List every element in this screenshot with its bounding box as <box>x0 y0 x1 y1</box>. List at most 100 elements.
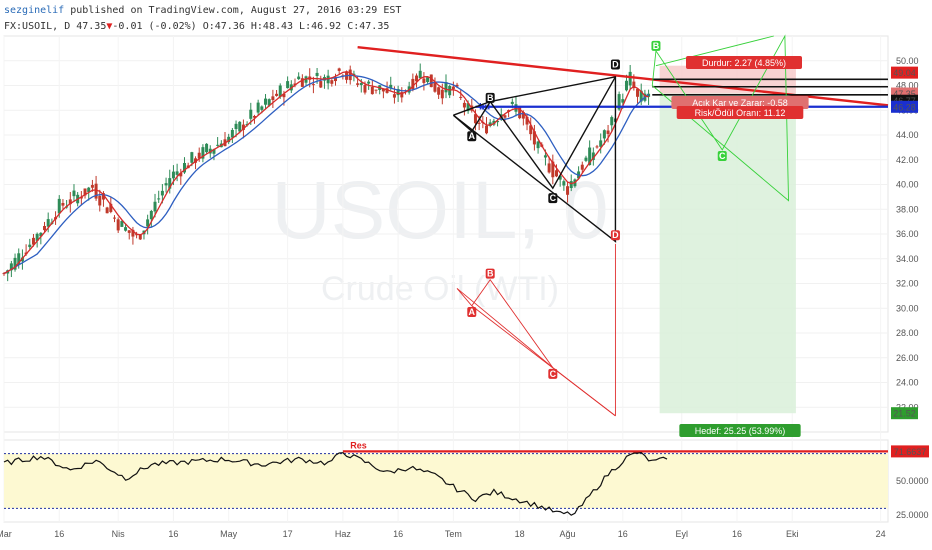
candle-body <box>241 124 245 130</box>
red-label-b-box <box>485 268 495 279</box>
rsi-line <box>3 451 668 516</box>
y-tick-label: 42.00 <box>896 155 919 165</box>
x-tick-label: Nis <box>112 529 125 539</box>
candle-body <box>127 230 131 233</box>
candle-body <box>440 89 444 99</box>
candle-body <box>227 136 231 143</box>
stop-label-box <box>686 56 802 69</box>
candle-body <box>212 149 216 154</box>
candle-body <box>17 253 21 265</box>
candle-body <box>20 257 24 262</box>
take-profit-zone <box>659 93 796 414</box>
candle-body <box>164 183 168 186</box>
candle-body <box>566 186 570 195</box>
candle-body <box>451 86 455 90</box>
black-label-c-box <box>548 193 558 204</box>
candle-body <box>647 93 651 97</box>
candle-body <box>370 87 374 95</box>
candle-body <box>297 76 301 80</box>
y-tick-label: 48.00 <box>896 81 919 91</box>
price-tag-box <box>891 66 918 79</box>
red-pattern-ad <box>471 305 616 417</box>
candle-body <box>356 83 360 85</box>
candle-body <box>543 155 547 158</box>
candle-body <box>113 217 116 219</box>
candle-body <box>157 198 161 200</box>
candle-body <box>201 147 205 159</box>
black-label-d-box <box>610 59 620 70</box>
candle-body <box>138 234 142 240</box>
blue-annotation: bu <box>479 102 490 112</box>
red-trendline <box>357 45 889 107</box>
rsi-value-tag: 71.6637 <box>894 447 927 457</box>
candle-body <box>624 80 628 91</box>
candle-body <box>238 121 242 132</box>
price-tag-label: 49.04 <box>893 68 916 78</box>
candle-body <box>216 144 220 146</box>
candle-body <box>488 122 492 127</box>
x-tick-label: 17 <box>283 529 293 539</box>
candle-body <box>396 89 400 96</box>
candle-body <box>171 171 175 179</box>
candle-body <box>444 82 448 93</box>
candle-body <box>437 87 441 95</box>
red-label-d-box <box>610 230 620 241</box>
candle-body <box>98 195 102 206</box>
symbol-change: -0.01 (-0.02%) <box>112 21 197 32</box>
y-tick-label: 32.00 <box>896 279 919 289</box>
candle-body <box>536 141 540 149</box>
y-tick-label: 26.00 <box>896 353 919 363</box>
red-label-b: B <box>487 269 494 279</box>
target-label-box <box>679 424 801 437</box>
pnl-label: Açık Kar ve Zarar: -0.58 <box>692 98 788 108</box>
candle-body <box>599 140 603 147</box>
candle-body <box>367 81 371 84</box>
candle-body <box>39 232 43 237</box>
y-tick-label: 44.00 <box>896 130 919 140</box>
candle-body <box>385 88 389 93</box>
candle-body <box>79 196 83 199</box>
candle-body <box>61 203 65 206</box>
publisher-text: published on TradingView.com, August 27,… <box>70 5 402 16</box>
candle-body <box>205 143 209 153</box>
candle-body <box>153 201 157 212</box>
candle-body <box>94 183 98 199</box>
candle-body <box>13 257 17 270</box>
candle-body <box>455 84 459 87</box>
rsi-res-label: Res <box>350 440 367 450</box>
black-label-b-box <box>485 92 495 103</box>
candle-body <box>249 109 253 119</box>
candle-body <box>429 74 433 88</box>
x-tick-label: 16 <box>732 529 742 539</box>
publisher-user[interactable]: sezginelif <box>4 5 65 16</box>
rsi-tick-label: 50.0000 <box>896 476 929 486</box>
candle-body <box>334 78 337 82</box>
x-tick-label: Mar <box>0 529 12 539</box>
candle-body <box>101 193 105 200</box>
red-label-a: A <box>469 307 476 317</box>
candle-body <box>319 81 323 88</box>
y-tick-label: 38.00 <box>896 204 919 214</box>
candle-body <box>400 92 404 98</box>
candle-body <box>120 221 124 227</box>
candle-body <box>591 152 595 161</box>
black-label-b: B <box>487 93 494 103</box>
candle-body <box>411 78 415 90</box>
candle-body <box>422 78 426 83</box>
candle-body <box>518 106 522 119</box>
candle-body <box>426 77 430 83</box>
y-tick-label: 50.00 <box>896 56 919 66</box>
candle-body <box>28 244 32 248</box>
candle-body <box>234 123 238 130</box>
x-tick-label: 24 <box>876 529 886 539</box>
target-label: Hedef: 25.25 (53.99%) <box>695 426 786 436</box>
black-label-c: C <box>550 193 557 203</box>
candle-body <box>230 129 234 138</box>
candle-body <box>68 199 72 205</box>
candle-body <box>628 71 632 86</box>
candle-body <box>252 116 256 118</box>
candle-body <box>392 94 396 98</box>
x-tick-label: Eyl <box>675 529 688 539</box>
price-tag-box <box>891 407 918 420</box>
